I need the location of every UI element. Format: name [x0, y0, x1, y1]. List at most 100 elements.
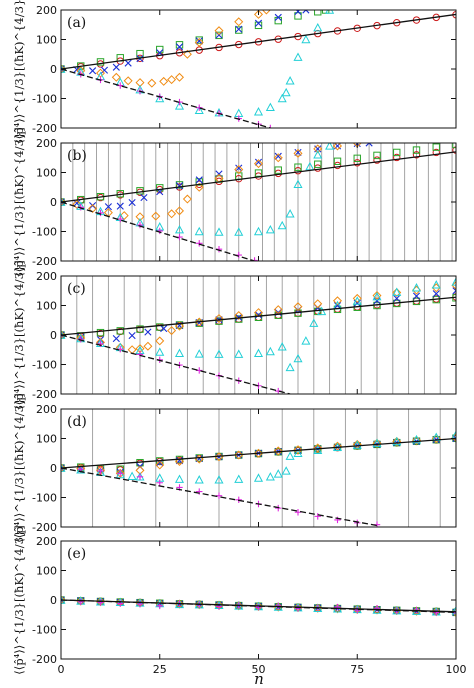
panels: -200 -100 0 100 200 (a) ⟨⟨p̂⁴⟩⟩^{1/3}[(ħK)^{4/… — [12, 0, 467, 676]
panel-label: (e) — [67, 546, 86, 562]
x-tick-label: 50 — [252, 663, 266, 676]
data-point — [61, 64, 66, 74]
panel-a: -200 -100 0 100 200 (a) ⟨⟨p̂⁴⟩⟩^{1/3}[(ħK)^{4/… — [12, 0, 457, 144]
data-point — [182, 49, 192, 59]
data-point — [194, 226, 204, 236]
y-tick-label: 0 — [50, 196, 57, 209]
data-point — [97, 340, 104, 348]
data-point — [373, 151, 381, 160]
data-point — [293, 448, 303, 457]
data-point — [353, 159, 361, 167]
data-point — [372, 290, 382, 300]
fit-line-solid — [61, 296, 456, 336]
data-point — [293, 179, 303, 188]
data-point — [332, 296, 343, 306]
x-tick-label: 75 — [350, 663, 364, 676]
y-tick-label: 100 — [36, 565, 57, 578]
y-tick-label: 100 — [36, 167, 57, 180]
data-point — [281, 87, 291, 97]
data-point — [214, 227, 224, 236]
data-point — [136, 187, 144, 195]
y-tick-label: 0 — [50, 329, 57, 342]
data-point — [277, 342, 287, 351]
data-point — [451, 605, 456, 615]
data-point — [313, 445, 323, 454]
series-diamond-open — [61, 280, 456, 355]
data-point — [195, 36, 203, 44]
vertical-lines — [72, 143, 453, 261]
data-point — [155, 460, 165, 470]
vertical-lines — [76, 276, 441, 394]
data-point — [234, 450, 244, 460]
data-point — [196, 488, 203, 495]
data-point — [235, 315, 243, 323]
data-point — [155, 336, 165, 346]
data-point — [392, 287, 402, 296]
data-point — [293, 445, 303, 455]
data-point — [314, 513, 321, 520]
data-point — [112, 63, 120, 71]
data-point — [117, 470, 124, 477]
data-point — [123, 76, 133, 86]
data-point — [235, 25, 243, 33]
data-point — [277, 220, 287, 230]
data-point — [174, 224, 185, 234]
data-point — [451, 430, 456, 439]
data-point — [128, 199, 136, 207]
y-tick-label: 100 — [36, 300, 57, 313]
data-point — [353, 154, 361, 163]
data-point — [151, 211, 161, 221]
y-tick-label: -100 — [32, 359, 57, 372]
series-triangle-open — [61, 277, 456, 372]
data-point — [88, 203, 98, 213]
data-point — [61, 595, 66, 605]
data-point — [313, 150, 323, 159]
data-point — [97, 599, 104, 606]
panel-e: -200 -100 0 100 200 0 25 50 75 100 (e) ⟨⟨p̂⁴⟩⟩^{1/3… — [12, 525, 467, 676]
data-point — [136, 473, 144, 481]
data-point — [234, 17, 244, 27]
x-tick-label: 0 — [58, 663, 65, 676]
data-point — [294, 163, 302, 171]
data-point — [411, 434, 422, 444]
data-point — [412, 151, 421, 159]
data-point — [392, 436, 402, 446]
data-point — [393, 148, 401, 157]
data-point — [365, 143, 373, 147]
data-point — [160, 324, 168, 333]
data-point — [214, 475, 224, 484]
data-point — [214, 349, 224, 358]
data-point — [174, 348, 185, 357]
data-point — [294, 509, 302, 516]
data-point — [174, 101, 185, 110]
data-point — [261, 10, 271, 15]
data-point — [167, 209, 177, 219]
data-point — [174, 72, 185, 82]
data-point — [156, 45, 164, 54]
data-point — [294, 12, 302, 20]
data-point — [215, 31, 223, 40]
data-point — [96, 328, 105, 337]
data-point — [89, 67, 97, 75]
data-point — [234, 311, 244, 321]
data-point — [333, 301, 342, 310]
data-point — [128, 332, 136, 340]
y-axis-label: ⟨⟨p̂⁴⟩⟩^{1/3}[(ħK)^{4/3}] — [12, 127, 26, 276]
panel-c: -200 -100 0 100 200 (c) ⟨⟨p̂⁴⟩⟩^{1/3}[(ħK)^{4/… — [12, 260, 457, 410]
data-point — [314, 10, 322, 16]
data-point — [309, 318, 319, 327]
data-point — [235, 26, 243, 34]
data-point — [285, 209, 295, 218]
data-point — [214, 26, 224, 36]
data-point — [254, 21, 263, 30]
fit-line-dashed — [61, 68, 271, 128]
data-point — [61, 197, 66, 207]
panel-label: (d) — [67, 414, 87, 430]
data-point — [452, 287, 456, 295]
data-point — [373, 297, 381, 305]
series-diamond-open — [61, 143, 362, 222]
fit-line-solid — [61, 437, 456, 469]
plot-frame — [60, 540, 457, 660]
data-point — [195, 178, 203, 186]
data-point — [412, 292, 421, 300]
